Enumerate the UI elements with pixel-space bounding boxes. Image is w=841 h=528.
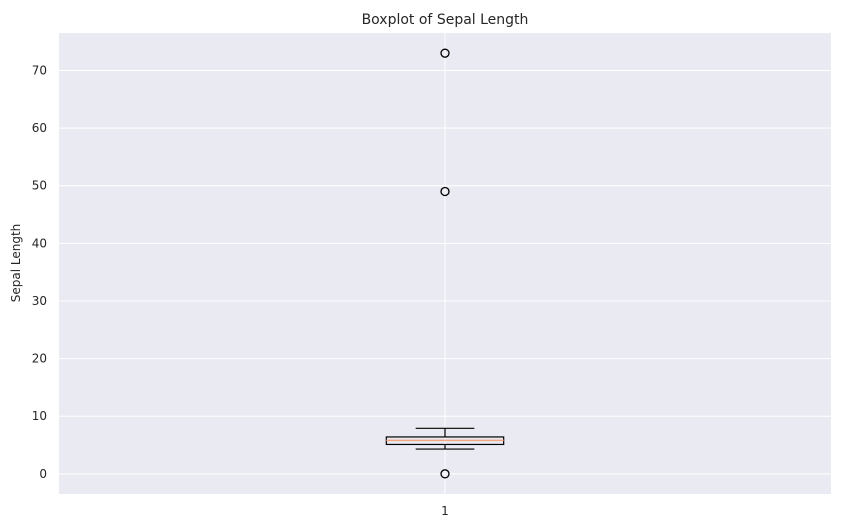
chart-title: Boxplot of Sepal Length — [362, 12, 529, 28]
gridlines — [59, 33, 831, 494]
y-tick-label: 50 — [32, 179, 47, 193]
y-axis-label: Sepal Length — [9, 224, 23, 303]
outlier-point — [440, 186, 450, 197]
axis-ticks: 0 10 20 30 40 50 60 70 1 — [32, 63, 449, 518]
x-tick-label: 1 — [441, 504, 449, 518]
y-tick-label: 70 — [32, 63, 47, 77]
y-tick-label: 60 — [32, 121, 47, 135]
y-tick-label: 20 — [32, 352, 47, 366]
boxplot-marks — [385, 48, 505, 479]
y-tick-label: 10 — [32, 409, 47, 423]
outlier-point — [440, 48, 450, 58]
y-tick-label: 40 — [32, 236, 47, 250]
outlier-point — [440, 469, 450, 479]
y-tick-label: 0 — [39, 467, 47, 481]
y-tick-label: 30 — [32, 294, 47, 308]
